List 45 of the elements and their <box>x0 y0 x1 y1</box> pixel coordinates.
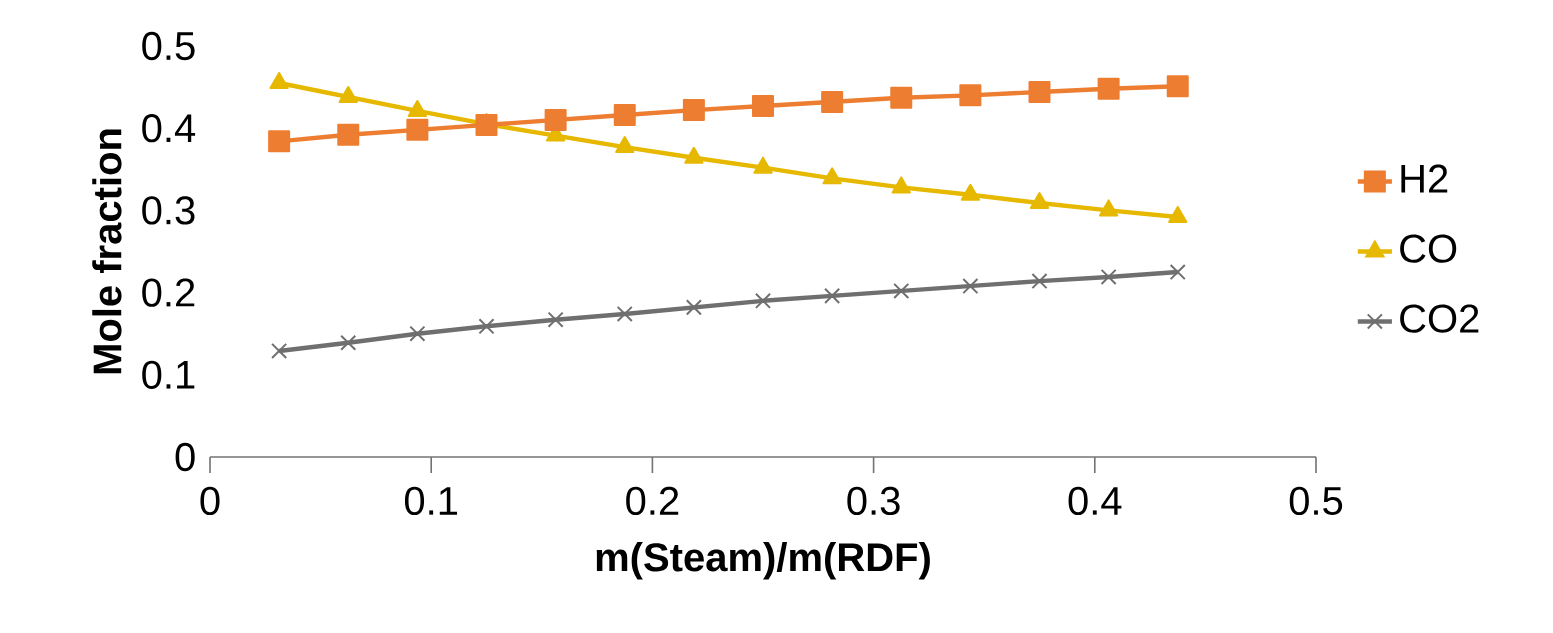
point <box>1028 81 1051 104</box>
x-tick-label: 0.1 <box>404 486 458 516</box>
point <box>959 84 982 107</box>
y-tick-label: 0.1 <box>142 360 195 389</box>
point <box>962 277 979 295</box>
y-tick-label: 0.2 <box>142 278 195 307</box>
point <box>478 318 495 335</box>
point <box>1031 273 1048 290</box>
y-tick-label: 0.4 <box>142 114 196 143</box>
point <box>682 99 705 122</box>
point <box>821 90 844 113</box>
point <box>547 311 564 328</box>
point <box>409 325 426 342</box>
point <box>613 104 636 127</box>
point <box>824 287 841 304</box>
point <box>752 95 774 118</box>
y-tick-label: 0 <box>175 442 195 472</box>
point <box>268 130 291 153</box>
x-tick-label: 0.3 <box>847 486 900 516</box>
x-tick-label: 0 <box>200 486 220 516</box>
legend-label: CO2 <box>1400 304 1479 333</box>
point <box>754 292 772 309</box>
point <box>685 299 702 316</box>
y-tick-label: 0.5 <box>142 31 195 61</box>
point <box>1100 268 1117 286</box>
legend-label: H2 <box>1401 164 1448 193</box>
x-tick-label: 0.4 <box>1068 486 1122 516</box>
y-axis-title: Mole fraction <box>92 129 122 374</box>
x-tick-label: 0.2 <box>626 486 679 516</box>
point <box>893 282 910 300</box>
point <box>1097 77 1120 100</box>
point <box>1169 263 1186 281</box>
point <box>544 108 567 131</box>
point <box>1166 75 1189 98</box>
x-axis-title: m(Steam)/m(RDF) <box>596 542 930 580</box>
point <box>340 334 357 351</box>
y-tick-label: 0.3 <box>142 196 195 225</box>
point <box>337 123 360 146</box>
point <box>271 342 288 360</box>
legend-label: CO <box>1400 234 1457 263</box>
point <box>406 118 429 141</box>
point <box>616 305 633 323</box>
point <box>890 86 913 109</box>
point <box>475 113 498 136</box>
x-tick-label: 0.5 <box>1289 486 1343 516</box>
